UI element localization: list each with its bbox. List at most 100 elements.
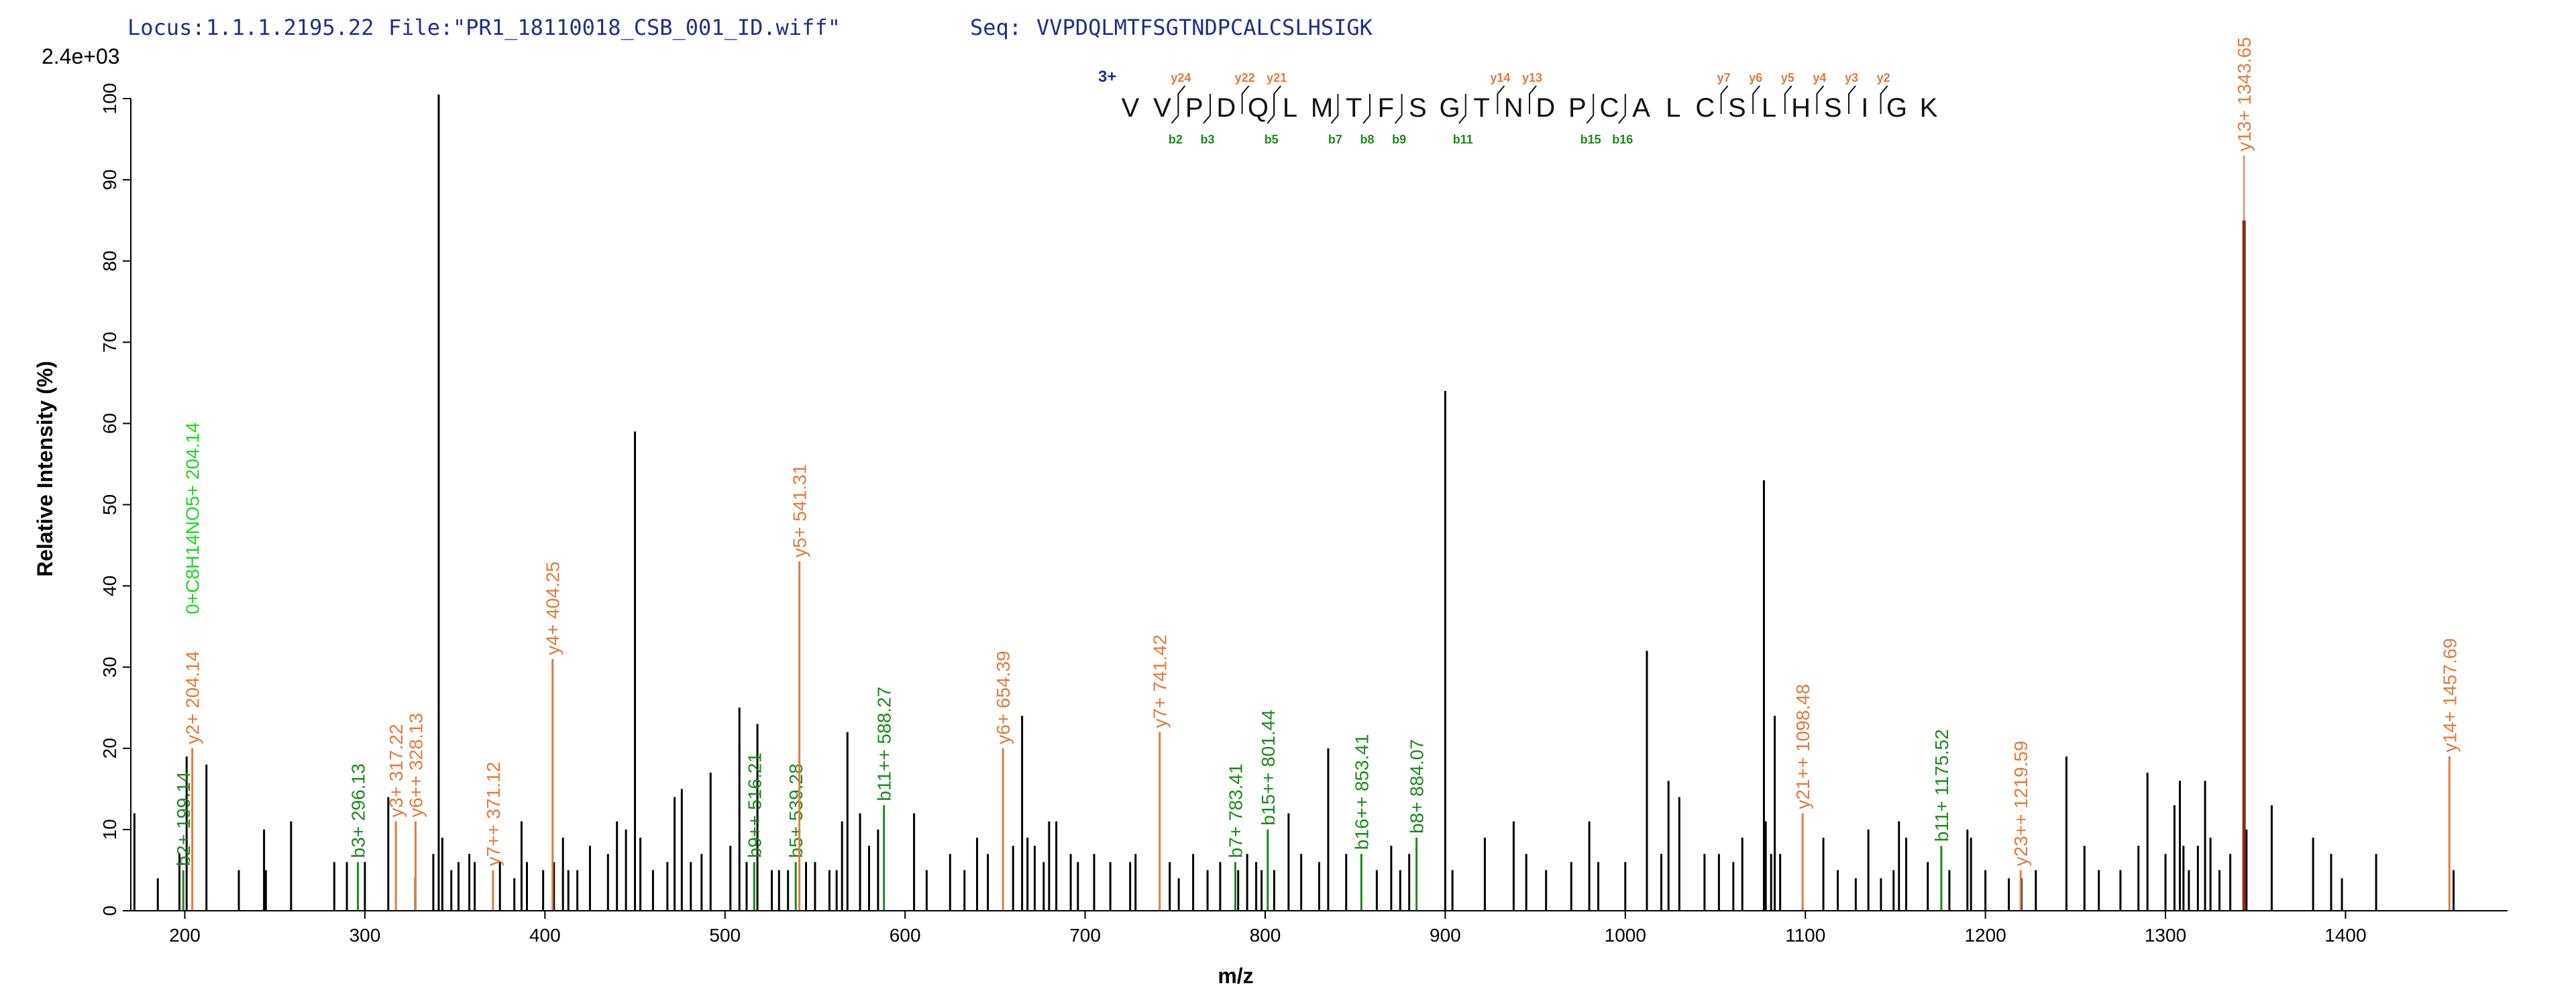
b-ion-marker: b7 [1328,133,1342,146]
b-ion-marker: b2 [1169,133,1183,146]
y-cleavage-mark [1784,85,1792,114]
y-ion-marker: y4 [1813,71,1826,85]
peak-label: b11+ 1175.52 [1931,729,1952,842]
y-ion-marker: y6 [1749,71,1762,85]
annotated-peaks: b2+ 199.14 y2+ 204.14 0+C8H14NO5+ 204.14 b3… [173,37,2460,911]
intensity-scale-label: 2.4e+03 [42,44,120,68]
x-tick-label: 200 [169,925,201,946]
axis-ticks: 200 300 400 500 600 700 800 900 1000 1100 1200 1300… [99,83,2367,946]
y-ion-marker: y5 [1781,71,1794,85]
x-tick-label: 500 [709,925,741,946]
b-ion-marker: b3 [1200,133,1214,146]
y-ion-marker: y2 [1877,71,1890,85]
seq-key: Seq: [970,15,1022,40]
peak-label: b11++ 588.27 [874,687,895,801]
y-ion-marker: y3 [1845,71,1858,85]
y-tick-label: 100 [99,83,120,115]
b-ion-marker: b8 [1360,133,1374,146]
plot-axes [130,99,2508,911]
sequence-residue: L [1762,93,1776,123]
x-tick-label: 1300 [2145,925,2186,946]
sequence-residue: Q [1248,93,1269,123]
y-ion-marker: y7 [1717,71,1731,85]
sequence-residue: S [1824,93,1842,123]
sequence-residue: G [1886,93,1907,123]
y-tick-label: 20 [99,738,120,759]
sequence-residue: S [1409,93,1427,123]
peak-label: y23++ 1219.59 [2010,741,2031,866]
charge-state: 3+ [1098,68,1116,86]
b-ion-marker: b11 [1453,133,1473,146]
peak-label: b3+ 296.13 [348,763,369,858]
x-tick-label: 600 [890,925,921,946]
peak-label: y7+ 741.42 [1150,634,1171,728]
peak-label: y4+ 404.25 [543,561,564,655]
sequence-residue: L [1283,93,1297,123]
y-cleavage-mark [1848,85,1856,114]
b-cleavage-mark [1394,94,1403,124]
peak-label: b8+ 884.07 [1407,739,1428,834]
sequence-residue: D [1536,93,1555,123]
y-tick-label: 40 [99,575,120,596]
peak-label: y2+ 204.14 [182,651,203,744]
sequence-residue: P [1185,93,1203,123]
sequence-residue: L [1666,93,1680,123]
b-cleavage-mark [1330,94,1339,124]
y-ion-marker: y24 [1171,71,1191,85]
sequence-residue: S [1728,93,1746,123]
b-cleavage-mark [1171,94,1179,124]
b-cleavage-mark [1586,94,1595,124]
x-tick-label: 800 [1250,925,1281,946]
locus-key: Locus: [127,15,205,40]
peak-label: y13+ 1343.65 [2234,37,2255,152]
y-cleavage-mark [1720,85,1729,114]
y-tick-label: 80 [99,251,120,272]
y-ion-marker: y21 [1267,71,1287,85]
y-cleavage-mark [1177,85,1186,114]
sequence-residue: N [1504,93,1523,123]
y-ion-marker: y22 [1235,71,1255,85]
x-tick-label: 400 [529,925,561,946]
peak-label: y21++ 1098.48 [1792,684,1813,809]
seq-value: VVPDQLMTFSGTNDPCALCSLHSIGK [1036,15,1373,40]
y-tick-label: 60 [99,413,120,434]
x-tick-label: 1000 [1605,925,1646,946]
b-ion-marker: b5 [1265,133,1279,146]
y-cleavage-mark [1816,85,1825,114]
peak-label: b5+ 539.28 [786,763,806,858]
y-cleavage-mark [1752,85,1760,114]
x-axis-title: m/z [1218,964,1253,988]
sequence-residue: D [1216,93,1236,123]
peak-label: y14+ 1457.69 [2439,638,2460,752]
b-ion-marker: b15 [1580,133,1601,146]
x-tick-label: 1100 [1785,925,1825,946]
x-tick-label: 1400 [2324,925,2366,946]
y-axis-title: Relative Intensity (%) [33,361,57,577]
y-ion-marker: y13 [1522,71,1542,85]
y-tick-label: 0 [99,905,120,916]
sequence-residue: V [1153,93,1171,123]
b-cleavage-mark [1458,94,1466,124]
b-cleavage-mark [1203,94,1211,124]
file-key: File: [388,15,453,40]
peak-label: b9++ 516.21 [744,752,765,858]
peak-label: y5+ 541.31 [790,464,810,557]
sequence-residue: K [1920,93,1938,123]
y-tick-label: 10 [99,819,120,840]
peak-label: b15++ 801.44 [1258,710,1279,826]
locus-value: 1.1.1.2195.22 [206,15,374,40]
y-cleavage-mark [1497,85,1505,114]
y-tick-label: 50 [99,494,120,515]
b-ion-marker: b9 [1392,133,1406,146]
x-tick-label: 300 [350,925,381,946]
peak-label: b16++ 853.41 [1351,734,1372,850]
b-cleavage-mark [1267,94,1275,124]
sequence-residue: A [1632,93,1650,123]
peak-label: 0+C8H14NO5+ 204.14 [182,423,203,614]
y-cleavage-mark [1273,85,1281,114]
unannotated-peaks [133,94,2455,911]
y-tick-label: 90 [99,170,120,190]
x-tick-label: 700 [1069,925,1101,946]
